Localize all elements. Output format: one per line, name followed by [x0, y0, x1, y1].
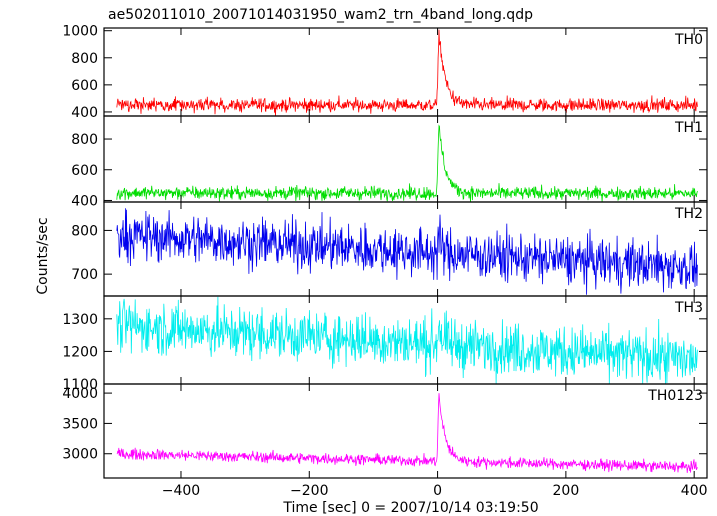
- y-axis-label: Counts/sec: [35, 217, 51, 294]
- panel-frame-th0123: [103, 383, 708, 479]
- y-tick-label: 3500: [62, 416, 98, 432]
- panel-label-th0123: TH0123: [647, 388, 703, 404]
- y-tick-label: 4000: [62, 386, 98, 402]
- panel-frame-th1: [103, 115, 708, 203]
- x-axis-label: Time [sec] 0 = 2007/10/14 03:19:50: [282, 500, 538, 516]
- x-tick-label: 400: [681, 483, 708, 499]
- y-tick-label: 700: [71, 267, 98, 283]
- y-tick-label: 800: [71, 51, 98, 67]
- panel-label-th3: TH3: [674, 300, 703, 316]
- y-tick-label: 1100: [62, 377, 98, 393]
- x-tick-label: 200: [553, 483, 580, 499]
- y-tick-label: 800: [71, 132, 98, 148]
- panel-label-th2: TH2: [674, 206, 703, 222]
- y-tick-label: 1000: [62, 24, 98, 40]
- y-tick-label: 400: [71, 105, 98, 121]
- panel-label-th1: TH1: [674, 120, 703, 136]
- y-tick-label: 600: [71, 78, 98, 94]
- y-tick-label: 1300: [62, 312, 98, 328]
- series-line-th2: [116, 208, 698, 295]
- panel-label-th0: TH0: [674, 32, 703, 48]
- y-tick-label: 800: [71, 223, 98, 239]
- series-line-th3: [116, 296, 698, 385]
- y-tick-label: 600: [71, 163, 98, 179]
- x-tick-label: 0: [433, 483, 442, 499]
- x-tick-label: −200: [290, 483, 328, 499]
- plot-layer: 400 600 800 1000 TH0 400 600 800 TH1 700 800 TH2 110…: [62, 24, 708, 499]
- y-tick-label: 400: [71, 193, 98, 209]
- series-line-th1: [116, 124, 698, 203]
- chart-title: ae502011010_20071014031950_wam2_trn_4ban…: [108, 7, 533, 23]
- y-tick-label: 1200: [62, 344, 98, 360]
- series-line-th0: [116, 29, 698, 116]
- series-line-th0123: [116, 393, 698, 473]
- y-tick-label: 3000: [62, 447, 98, 463]
- x-tick-label: −400: [162, 483, 200, 499]
